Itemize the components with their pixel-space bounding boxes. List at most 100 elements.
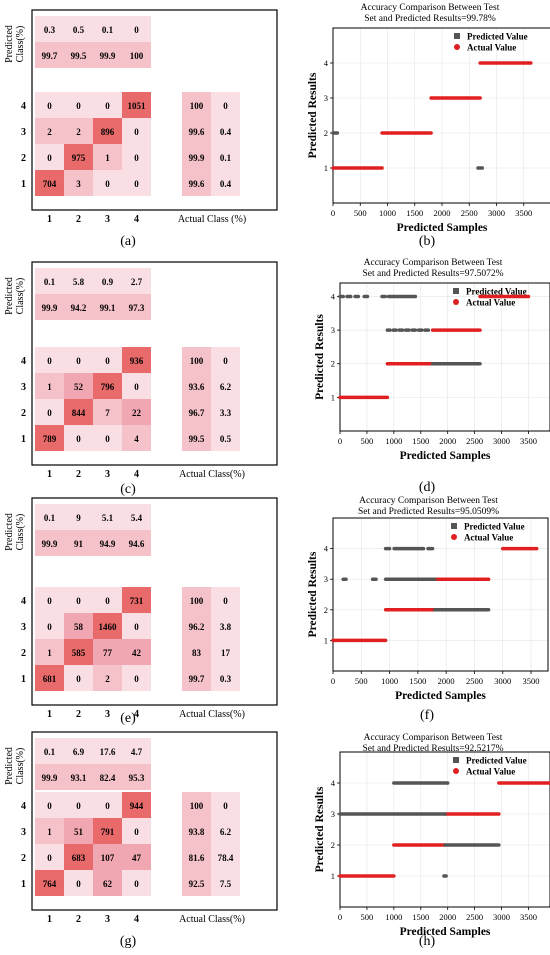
- percent-cell: [182, 870, 211, 896]
- top-cell: [64, 268, 93, 294]
- percent-cell-value: 3.8: [220, 622, 232, 632]
- top-cell-value: 0.1: [44, 747, 56, 757]
- top-cell-value: 99.9: [42, 303, 58, 313]
- x-tick-label: 3000: [493, 912, 510, 922]
- matrix-cell: [122, 870, 151, 896]
- percent-cell-value: 17: [221, 648, 231, 658]
- matrix-cell: [35, 373, 64, 399]
- matrix-cell-value: 0: [134, 127, 139, 137]
- top-cell-value: 94.9: [100, 539, 116, 549]
- column-label: 3: [105, 914, 110, 925]
- y-tick-label: 4: [331, 291, 336, 301]
- column-label: 1: [47, 214, 52, 225]
- row-label: 4: [21, 801, 26, 812]
- percent-cell: [182, 639, 211, 665]
- percent-cell: [182, 844, 211, 870]
- matrix-cell: [35, 792, 64, 818]
- x-tick-label: 1500: [412, 912, 429, 922]
- x-tick-label: 0: [331, 676, 335, 686]
- matrix-cell: [35, 425, 64, 451]
- matrix-cell: [35, 639, 64, 665]
- legend-marker: [453, 768, 459, 774]
- matrix-cell: [93, 639, 122, 665]
- matrix-cell-value: 0: [76, 674, 81, 684]
- top-cell-value: 0.1: [102, 25, 114, 35]
- matrix-cell-value: 51: [74, 827, 84, 837]
- top-cell-value: 99.9: [42, 773, 58, 783]
- percent-cell: [182, 665, 211, 691]
- x-tick-label: 500: [355, 676, 368, 686]
- matrix-cell-value: 844: [72, 408, 86, 418]
- top-cell-value: 0.1: [44, 277, 56, 287]
- matrix-cell: [64, 818, 93, 844]
- plot-title: Set and Predicted Results=99.78%: [364, 14, 496, 24]
- top-cell-value: 97.3: [129, 303, 145, 313]
- top-cell: [64, 764, 93, 790]
- percent-cell: [211, 792, 240, 818]
- top-cell-value: 99.1: [100, 303, 116, 313]
- matrix-cell-value: 107: [101, 853, 115, 863]
- matrix-cell-value: 791: [101, 827, 115, 837]
- column-label: 3: [105, 214, 110, 225]
- matrix-cell: [122, 373, 151, 399]
- percent-cell: [211, 170, 240, 196]
- percent-cell: [182, 347, 211, 373]
- percent-cell-value: 96.7: [189, 408, 205, 418]
- matrix-cell: [64, 792, 93, 818]
- percent-cell: [211, 92, 240, 118]
- matrix-cell: [35, 665, 64, 691]
- top-cell: [122, 294, 151, 320]
- x-tick-label: 1000: [379, 208, 396, 218]
- panel-label: (g): [120, 934, 137, 949]
- x-axis-label: Predicted Samples: [400, 926, 491, 938]
- plot-frame: [332, 517, 549, 672]
- x-tick-label: 2500: [466, 676, 483, 686]
- column-label: 4: [134, 469, 139, 480]
- matrix-cell: [64, 870, 93, 896]
- row-label: 2: [21, 408, 26, 419]
- percent-cell: [182, 818, 211, 844]
- percent-cell-value: 0: [223, 596, 228, 606]
- matrix-cell-value: 0: [134, 382, 139, 392]
- percent-cell: [182, 425, 211, 451]
- matrix-cell: [64, 399, 93, 425]
- x-tick-label: 1500: [409, 676, 426, 686]
- y-tick-label: 1: [324, 163, 328, 173]
- matrix-cell: [122, 92, 151, 118]
- column-label: 4: [134, 914, 139, 925]
- matrix-cell-value: 0: [47, 853, 52, 863]
- matrix-cell-value: 0: [47, 408, 52, 418]
- matrix-cell-value: 4: [134, 434, 139, 444]
- top-cell-value: 17.6: [100, 747, 116, 757]
- top-cell: [64, 504, 93, 530]
- matrix-cell-value: 0: [134, 879, 139, 889]
- percent-cell-value: 78.4: [218, 853, 234, 863]
- x-tick-label: 1000: [385, 436, 402, 446]
- legend-label: Predicted Value: [466, 756, 527, 766]
- panel-label: (b): [419, 234, 436, 249]
- top-cell: [93, 268, 122, 294]
- matrix-cell: [122, 613, 151, 639]
- percent-cell-value: 0: [223, 356, 228, 366]
- top-cell-value: 93.1: [71, 773, 87, 783]
- matrix-cell-value: 0: [47, 622, 52, 632]
- panel-label: (a): [120, 234, 136, 249]
- row-label: 1: [21, 674, 26, 685]
- y-tick-label: 3: [324, 574, 328, 584]
- plot-title: Set and Predicted Results=92.5217%: [363, 744, 504, 754]
- y-axis-label: Predicted Results: [307, 72, 319, 158]
- matrix-cell: [122, 399, 151, 425]
- x-tick-label: 2500: [466, 436, 483, 446]
- panel-label: (c): [120, 482, 136, 497]
- percent-cell: [211, 665, 240, 691]
- matrix-cell-value: 789: [43, 434, 57, 444]
- legend-label: Predicted Value: [467, 32, 528, 42]
- top-cell: [93, 294, 122, 320]
- percent-cell: [211, 613, 240, 639]
- matrix-cell: [64, 425, 93, 451]
- plot-frame: [332, 27, 550, 204]
- x-tick-label: 0: [331, 208, 335, 218]
- top-cell-value: 9: [76, 513, 81, 523]
- top-cell-value: 99.5: [71, 51, 87, 61]
